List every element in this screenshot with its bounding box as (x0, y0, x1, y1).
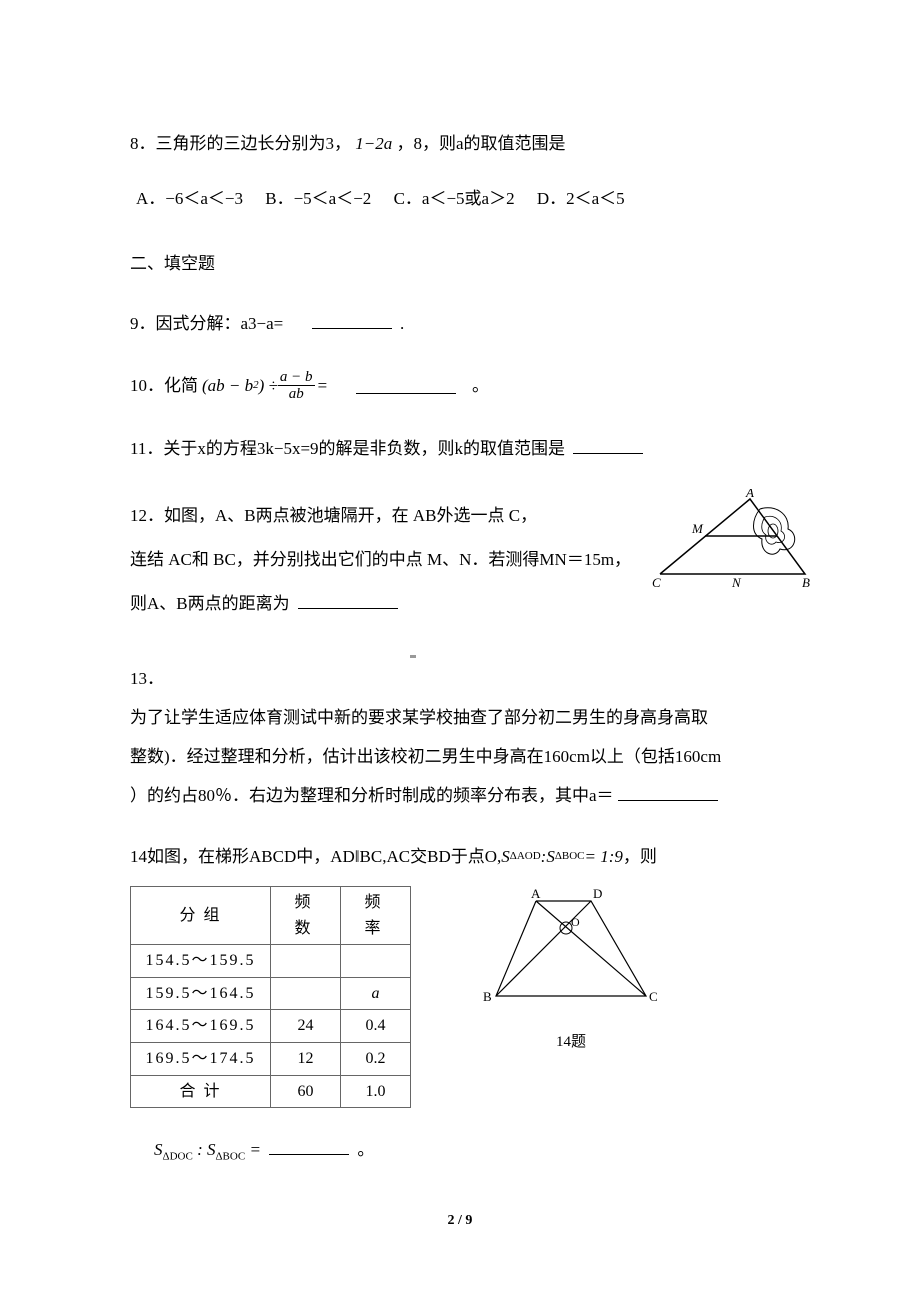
q11-text: 11．关于x的方程3k−5x=9的解是非负数，则k的取值范围是 (130, 439, 565, 458)
q10-expr-mid: ) ÷ (259, 372, 278, 399)
q14-table-container: 分 组 频 数 频 率 154.5～159.5 159.5～164.5a 164… (130, 886, 411, 1108)
q14f-s1: S (154, 1140, 163, 1159)
q8-options: A．−6＜a＜−3 B．−5＜a＜−2 C．a＜−5或a＞2 D．2＜a＜5 (136, 185, 790, 212)
q14-sub2: ΔBOC (555, 848, 585, 866)
q9-prefix: 9．因式分解：a3−a= (130, 314, 283, 333)
table-row: 合 计601.0 (131, 1075, 411, 1108)
q13-blank (618, 784, 718, 801)
q12-label-b: B (802, 575, 810, 589)
th-rate: 频 率 (341, 887, 411, 945)
q14-s1: S (501, 843, 510, 870)
q10-suffix: 。 (472, 372, 489, 399)
table-row: 154.5～159.5 (131, 945, 411, 978)
q12-svg: A M C N B (650, 489, 820, 589)
watermark-dot (410, 655, 416, 658)
q14f-sub2: ΔBOC (215, 1151, 245, 1163)
q14-stem-suffix: ，则 (623, 843, 657, 870)
q14-caption: 14题 (481, 1030, 661, 1054)
q12-label-n: N (731, 575, 742, 589)
q12-diagram: A M C N B (650, 489, 820, 597)
table-row: 164.5～169.5240.4 (131, 1010, 411, 1043)
q10-frac-num: a − b (278, 369, 315, 387)
q13-n: 13． (130, 659, 790, 698)
question-10: 10．化简 (ab − b2) ÷ a − b ab = 。 (130, 369, 790, 403)
q14-label-b: B (483, 989, 492, 1004)
q11-blank (573, 437, 643, 454)
q14-sub1: ΔAOD (510, 848, 541, 866)
q14-final: SΔDOC : SΔBOC = 。 (154, 1136, 790, 1166)
q14-diagram-container: A D O B C 14题 (481, 886, 661, 1054)
q10-eq: = (317, 372, 328, 399)
q10-expr-left: (ab − b (202, 372, 253, 399)
table-row: 169.5～174.5120.2 (131, 1043, 411, 1076)
q14f-eq: = (249, 1140, 260, 1159)
q14f-colon: : (197, 1140, 207, 1159)
q9-blank (312, 312, 392, 329)
q8-option-b: B．−5＜a＜−2 (265, 185, 371, 212)
question-9: 9．因式分解：a3−a= . (130, 310, 790, 337)
q8-formula: 1−2a (355, 134, 392, 153)
q12-label-m: M (691, 521, 704, 536)
q12-label-a: A (745, 489, 754, 500)
q14-final-blank (269, 1138, 349, 1155)
q14-label-d: D (593, 886, 602, 901)
q8-stem-prefix: 8．三角形的三边长分别为3， (130, 134, 351, 153)
q14-s2: S (546, 843, 555, 870)
th-freq: 频 数 (271, 887, 341, 945)
q12-text: 12．如图，A、B两点被池塘隔开，在 AB外选一点 C， 连结 AC和 BC，并… (130, 494, 630, 627)
question-11: 11．关于x的方程3k−5x=9的解是非负数，则k的取值范围是 (130, 435, 790, 462)
q14f-suffix: 。 (357, 1140, 374, 1159)
q13-l1: 为了让学生适应体育测试中新的要求某学校抽查了部分初二男生的身高身高取 (130, 698, 790, 737)
q14-svg: A D O B C (481, 886, 661, 1016)
question-8: 8．三角形的三边长分别为3， 1−2a ，8，则a的取值范围是 A．−6＜a＜−… (130, 130, 790, 212)
question-13: 13． 为了让学生适应体育测试中新的要求某学校抽查了部分初二男生的身高身高取 整… (130, 659, 790, 815)
question-12: 12．如图，A、B两点被池塘隔开，在 AB外选一点 C， 连结 AC和 BC，并… (130, 494, 790, 627)
q13-l2: 整数)．经过整理和分析，估计出该校初二男生中身高在160cm以上（包括160cm (130, 737, 790, 776)
q8-option-d: D．2＜a＜5 (537, 185, 625, 212)
q12-label-c: C (652, 575, 661, 589)
q12-blank (298, 592, 398, 609)
q8-option-a: A．−6＜a＜−3 (136, 185, 243, 212)
q14-table-wrap: 分 组 频 数 频 率 154.5～159.5 159.5～164.5a 164… (130, 886, 790, 1108)
q10-blank (356, 377, 456, 394)
q10-frac-den: ab (278, 386, 315, 403)
q12-line3-prefix: 则A、B两点的距离为 (130, 594, 290, 613)
q8-stem-suffix: ，8，则a的取值范围是 (396, 134, 565, 153)
q14-label-c: C (649, 989, 658, 1004)
q12-line1: 12．如图，A、B两点被池塘隔开，在 AB外选一点 C， (130, 494, 630, 538)
q14-stem: 14如图，在梯形ABCD中，AD‖BC,AC交BD于点O, SΔAOD : SΔ… (130, 843, 790, 870)
table-header-row: 分 组 频 数 频 率 (131, 887, 411, 945)
q14-stem-prefix: 14如图，在梯形ABCD中，AD‖BC,AC交BD于点O, (130, 843, 501, 870)
q8-option-c: C．a＜−5或a＞2 (394, 185, 515, 212)
q14-label-a: A (531, 886, 541, 901)
question-14: 14如图，在梯形ABCD中，AD‖BC,AC交BD于点O, SΔAOD : SΔ… (130, 843, 790, 1166)
q10-label: 10．化简 (130, 372, 198, 399)
q10-fraction: a − b ab (278, 369, 315, 403)
table-row: 159.5～164.5a (131, 977, 411, 1010)
q14-ratio-val: = 1:9 (585, 843, 623, 870)
th-group: 分 组 (131, 887, 271, 945)
q14-label-o: O (571, 915, 580, 929)
q9-suffix: . (400, 314, 404, 333)
section-2-title: 二、填空题 (130, 250, 790, 277)
q14f-sub1: ΔDOC (163, 1151, 193, 1163)
frequency-table: 分 组 频 数 频 率 154.5～159.5 159.5～164.5a 164… (130, 886, 411, 1108)
q13-l3-prefix: ）的约占80％．右边为整理和分析时制成的频率分布表，其中a＝ (130, 786, 614, 805)
q12-line2: 连结 AC和 BC，并分别找出它们的中点 M、N．若测得MN＝15m， (130, 538, 690, 582)
page-number: 2 / 9 (0, 1210, 920, 1232)
